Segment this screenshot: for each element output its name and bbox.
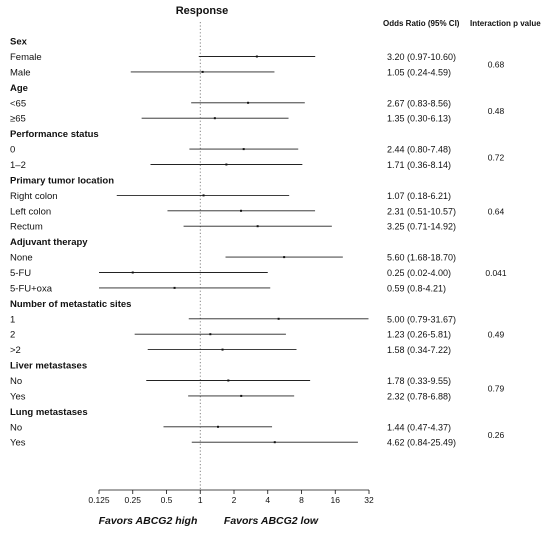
row-label: Male bbox=[10, 67, 31, 78]
point-estimate bbox=[240, 209, 243, 212]
interaction-p-value: 0.49 bbox=[488, 330, 505, 340]
point-estimate bbox=[256, 225, 259, 228]
row-label: 5-FU bbox=[10, 268, 31, 279]
row-label: 2 bbox=[10, 330, 15, 341]
group-label: Liver metastases bbox=[10, 361, 87, 372]
point-estimate bbox=[173, 286, 176, 289]
point-estimate bbox=[213, 117, 216, 120]
odds-ratio-value: 2.31 (0.51-10.57) bbox=[387, 206, 456, 216]
interaction-p-value: 0.26 bbox=[488, 430, 505, 440]
row-label: >2 bbox=[10, 345, 21, 356]
forest-rows: Sex Female 3.20 (0.97-10.60) Male 1.05 (0.24… bbox=[10, 37, 507, 449]
row-label: 0 bbox=[10, 145, 15, 156]
tick-label: 8 bbox=[299, 495, 304, 505]
odds-ratio-value: 2.67 (0.83-8.56) bbox=[387, 98, 451, 108]
row-label: Yes bbox=[10, 391, 26, 402]
interaction-p-value: 0.68 bbox=[488, 60, 505, 70]
row-label: 1–2 bbox=[10, 160, 26, 171]
odds-ratio-value: 0.59 (0.8-4.21) bbox=[387, 283, 446, 293]
chart-title: Response bbox=[176, 5, 229, 17]
point-estimate bbox=[242, 148, 245, 151]
tick-label: 4 bbox=[265, 495, 270, 505]
row-label: Left colon bbox=[10, 206, 51, 217]
point-estimate bbox=[221, 348, 224, 351]
group-label: Performance status bbox=[10, 129, 99, 140]
interaction-p-value: 0.48 bbox=[488, 106, 505, 116]
row-label: None bbox=[10, 253, 33, 264]
point-estimate bbox=[277, 317, 280, 320]
point-estimate bbox=[283, 256, 286, 259]
odds-ratio-value: 1.07 (0.18-6.21) bbox=[387, 191, 451, 201]
interaction-p-value: 0.64 bbox=[488, 206, 505, 216]
point-estimate bbox=[217, 425, 220, 428]
odds-ratio-value: 4.62 (0.84-25.49) bbox=[387, 438, 456, 448]
group-label: Lung metastases bbox=[10, 407, 88, 418]
odds-ratio-value: 3.25 (0.71-14.92) bbox=[387, 222, 456, 232]
group-label: Primary tumor location bbox=[10, 175, 114, 186]
point-estimate bbox=[201, 70, 204, 73]
tick-label: 0.5 bbox=[161, 495, 173, 505]
point-estimate bbox=[240, 394, 243, 397]
group-label: Adjuvant therapy bbox=[10, 237, 88, 248]
interaction-p-header: Interaction p value bbox=[470, 19, 541, 28]
odds-ratio-value: 2.32 (0.78-6.88) bbox=[387, 391, 451, 401]
odds-ratio-value: 1.35 (0.30-6.13) bbox=[387, 114, 451, 124]
odds-ratio-header: Odds Ratio (95% CI) bbox=[383, 19, 460, 28]
odds-ratio-value: 5.00 (0.79-31.67) bbox=[387, 314, 456, 324]
tick-label: 2 bbox=[232, 495, 237, 505]
interaction-p-value: 0.79 bbox=[488, 384, 505, 394]
row-label: Right colon bbox=[10, 191, 58, 202]
row-label: ≥65 bbox=[10, 114, 26, 125]
odds-ratio-value: 1.58 (0.34-7.22) bbox=[387, 345, 451, 355]
row-label: Rectum bbox=[10, 222, 43, 233]
tick-label: 0.25 bbox=[124, 495, 141, 505]
tick-label: 16 bbox=[331, 495, 341, 505]
point-estimate bbox=[209, 333, 212, 336]
point-estimate bbox=[225, 163, 228, 166]
group-label: Age bbox=[10, 83, 28, 94]
favors-left-label: Favors ABCG2 high bbox=[99, 515, 198, 527]
group-label: Number of metastatic sites bbox=[10, 299, 131, 310]
point-estimate bbox=[273, 441, 276, 444]
odds-ratio-value: 2.44 (0.80-7.48) bbox=[387, 145, 451, 155]
odds-ratio-value: 1.78 (0.33-9.55) bbox=[387, 376, 451, 386]
row-label: 1 bbox=[10, 314, 15, 325]
point-estimate bbox=[131, 271, 134, 274]
interaction-p-value: 0.041 bbox=[485, 268, 507, 278]
row-label: Female bbox=[10, 52, 42, 63]
odds-ratio-value: 5.60 (1.68-18.70) bbox=[387, 253, 456, 263]
odds-ratio-value: 1.05 (0.24-4.59) bbox=[387, 67, 451, 77]
tick-label: 0.125 bbox=[88, 495, 110, 505]
point-estimate bbox=[227, 379, 230, 382]
row-label: 5-FU+oxa bbox=[10, 283, 53, 294]
tick-label: 32 bbox=[364, 495, 374, 505]
odds-ratio-value: 1.23 (0.26-5.81) bbox=[387, 330, 451, 340]
row-label: No bbox=[10, 422, 22, 433]
row-label: No bbox=[10, 376, 22, 387]
x-axis-ticks: 0.125 0.25 0.5 1 2 4 8 16 32 bbox=[88, 490, 374, 505]
row-label: <65 bbox=[10, 98, 26, 109]
interaction-p-value: 0.72 bbox=[488, 152, 505, 162]
odds-ratio-value: 0.25 (0.02-4.00) bbox=[387, 268, 451, 278]
favors-right-label: Favors ABCG2 low bbox=[224, 515, 319, 527]
odds-ratio-value: 1.44 (0.47-4.37) bbox=[387, 422, 451, 432]
odds-ratio-value: 1.71 (0.36-8.14) bbox=[387, 160, 451, 170]
point-estimate bbox=[247, 101, 250, 104]
group-label: Sex bbox=[10, 37, 28, 48]
odds-ratio-value: 3.20 (0.97-10.60) bbox=[387, 52, 456, 62]
row-label: Yes bbox=[10, 438, 26, 449]
point-estimate bbox=[202, 194, 205, 197]
tick-label: 1 bbox=[198, 495, 203, 505]
point-estimate bbox=[255, 55, 258, 58]
